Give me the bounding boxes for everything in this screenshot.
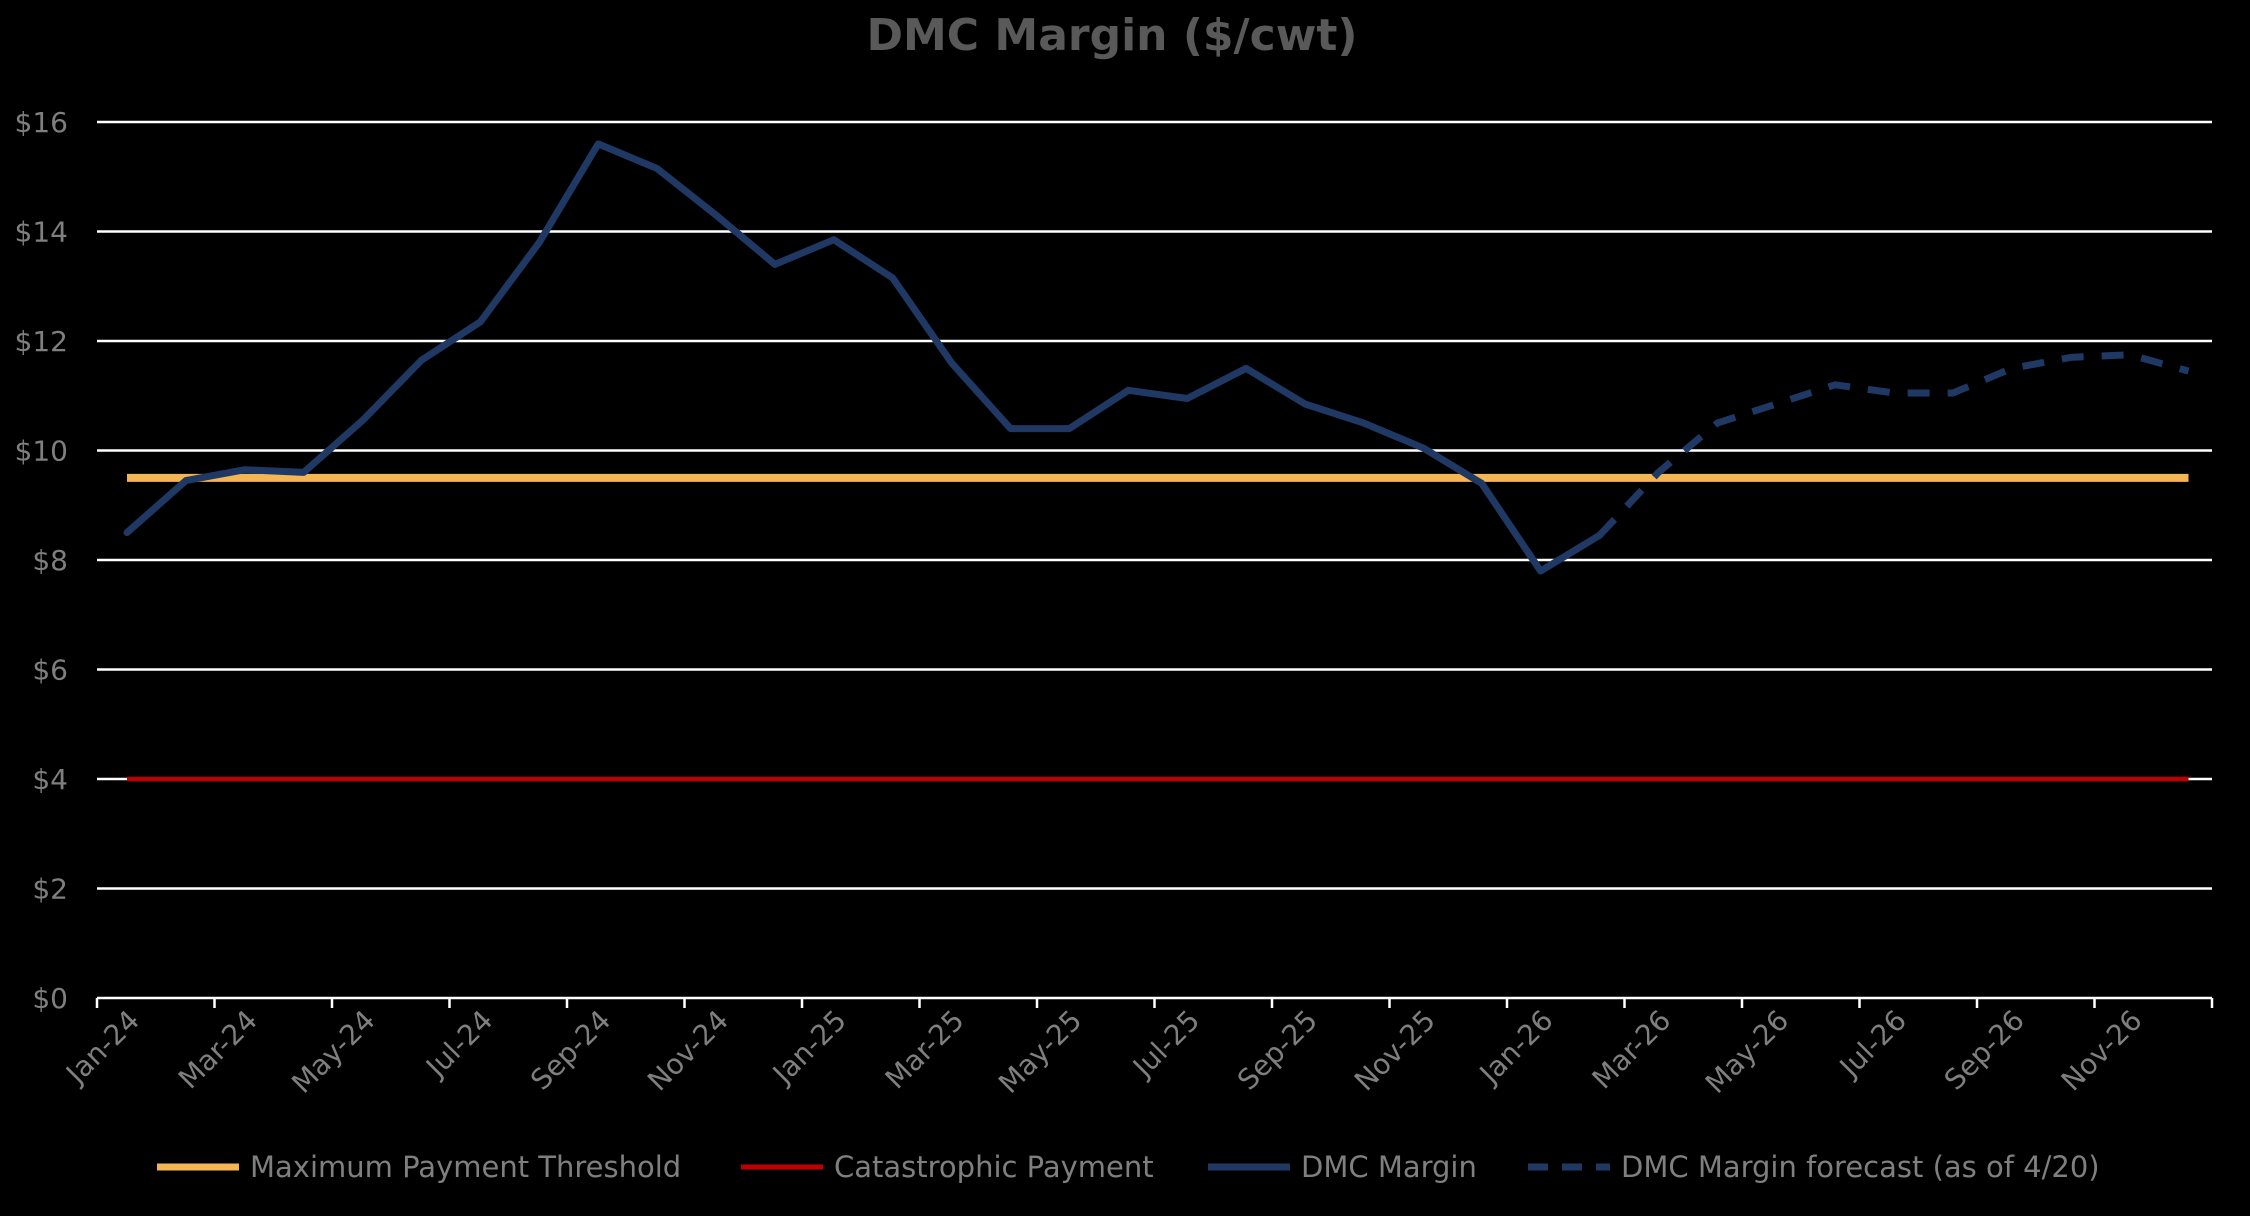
y-tick-label: $10 (15, 435, 68, 468)
dmc-margin-forecast-line (1596, 351, 2190, 538)
legend-item-max-threshold: Maximum Payment Threshold (157, 1150, 681, 1184)
y-tick-label: $8 (32, 544, 68, 577)
y-tick-label: $14 (15, 216, 68, 249)
legend-label: Catastrophic Payment (834, 1150, 1154, 1184)
y-tick-label: $16 (15, 106, 68, 139)
legend-label: DMC Margin forecast (as of 4/20) (1621, 1150, 2100, 1184)
legend-item-catastrophic: Catastrophic Payment (741, 1150, 1154, 1184)
y-tick-label: $6 (32, 654, 68, 687)
legend-item-dmc-margin: DMC Margin (1208, 1150, 1477, 1184)
legend-label: DMC Margin (1301, 1150, 1477, 1184)
series-lines (123, 140, 2190, 782)
y-axis: $0 $2 $4 $6 $8 $10 $12 $14 $16 (15, 106, 68, 1015)
y-tick-label: $2 (32, 873, 68, 906)
legend-item-dmc-forecast: DMC Margin forecast (as of 4/20) (1528, 1150, 2100, 1184)
chart-title: DMC Margin ($/cwt) (867, 10, 1358, 61)
y-tick-label: $12 (15, 325, 68, 358)
legend: Maximum Payment Threshold Catastrophic Pa… (157, 1150, 2100, 1184)
y-tick-label: $4 (32, 763, 68, 796)
legend-label: Maximum Payment Threshold (250, 1150, 681, 1184)
dmc-margin-line (123, 140, 1603, 575)
y-tick-label: $0 (32, 982, 68, 1015)
